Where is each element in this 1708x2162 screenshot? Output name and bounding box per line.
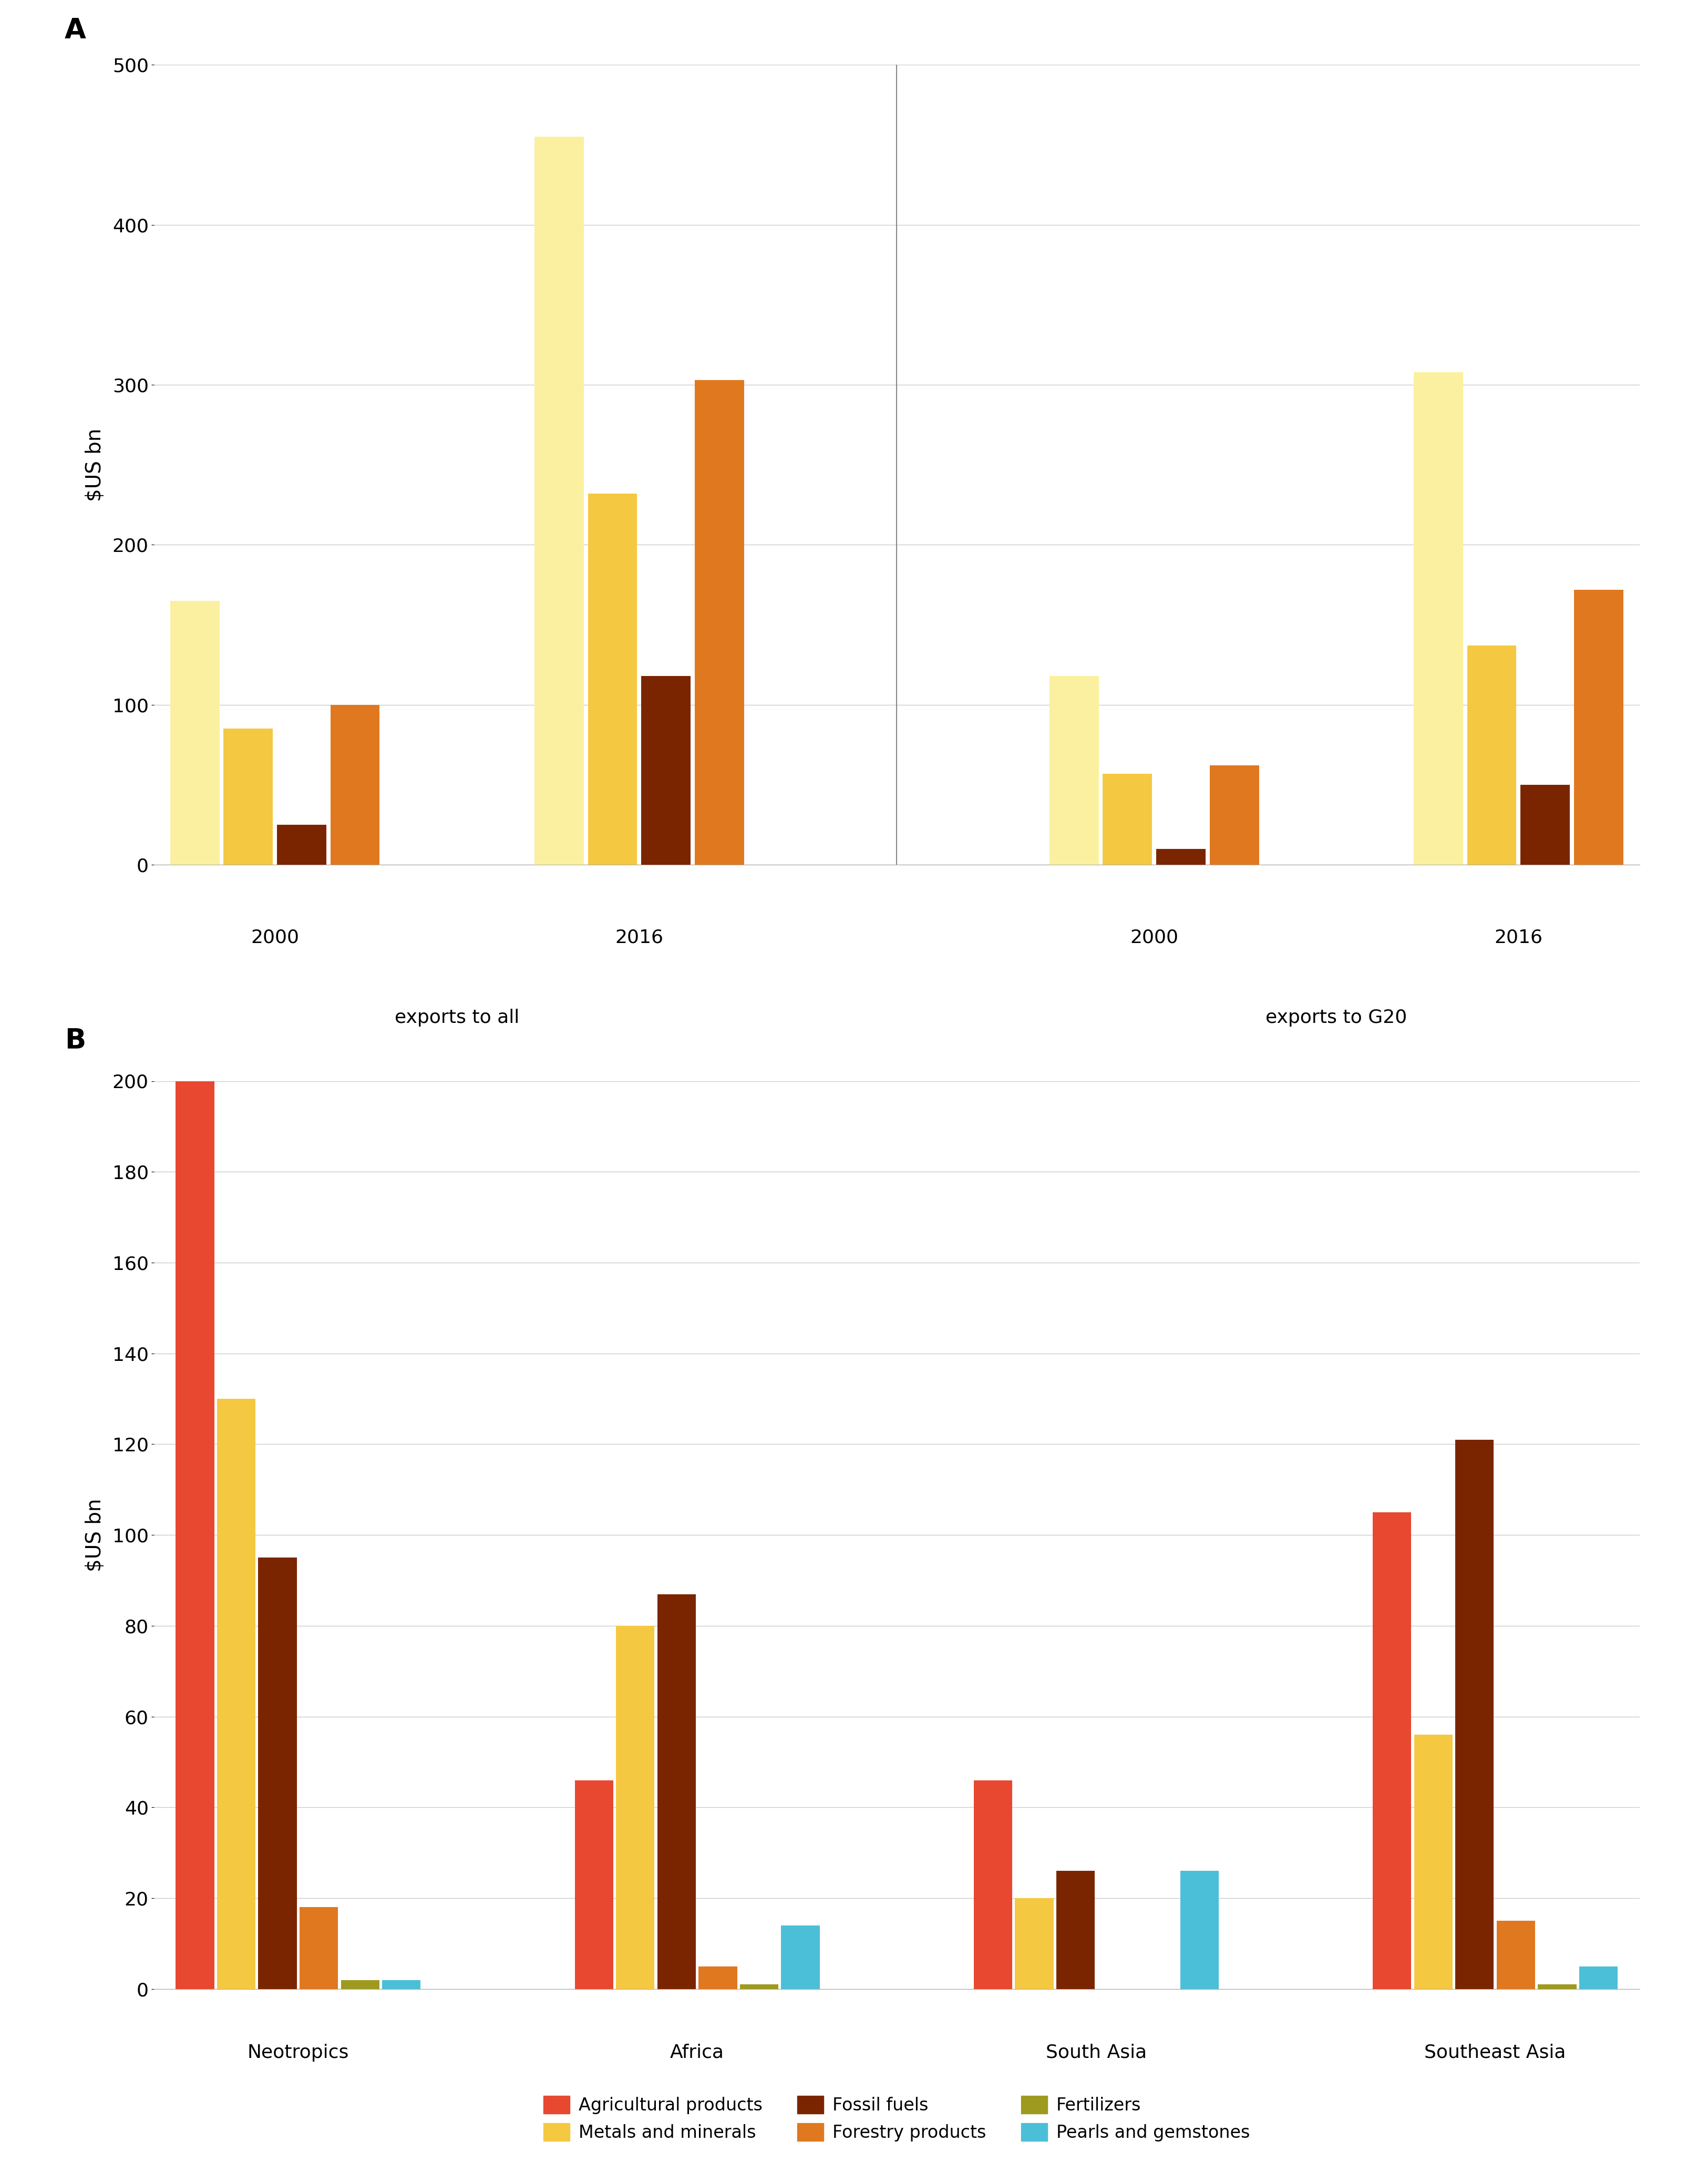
Bar (1537, 1985, 1576, 1989)
Bar (1049, 677, 1098, 865)
Text: Neotropics: Neotropics (248, 2043, 348, 2060)
Bar (1156, 850, 1206, 865)
Y-axis label: $US bn: $US bn (85, 1498, 104, 1572)
Text: A: A (65, 17, 85, 43)
Bar (1015, 1898, 1054, 1989)
Bar (1414, 1734, 1452, 1989)
Bar (1209, 765, 1259, 865)
Text: exports to all: exports to all (395, 1010, 519, 1027)
Bar (740, 1985, 779, 1989)
Legend: Neotropics, Africa, South Asia, Southeast Asia: Neotropics, Africa, South Asia, Southeas… (582, 1098, 1211, 1131)
Bar (588, 493, 637, 865)
Text: 2000: 2000 (1131, 930, 1179, 947)
Bar (695, 381, 745, 865)
Text: Africa: Africa (670, 2043, 724, 2060)
Text: 2000: 2000 (251, 930, 299, 947)
Bar (974, 1779, 1013, 1989)
Bar (383, 1980, 420, 1989)
Text: Southeast Asia: Southeast Asia (1424, 2043, 1566, 2060)
Bar (171, 601, 219, 865)
Bar (1520, 785, 1570, 865)
Bar (217, 1399, 256, 1989)
Bar (1180, 1870, 1218, 1989)
Bar (699, 1967, 738, 1989)
Bar (1103, 774, 1153, 865)
Bar (330, 705, 379, 865)
Bar (781, 1926, 820, 1989)
Bar (535, 136, 584, 865)
Bar (224, 729, 273, 865)
Bar (176, 1081, 214, 1989)
Bar (1455, 1440, 1494, 1989)
Y-axis label: $US bn: $US bn (85, 428, 106, 502)
Bar (342, 1980, 379, 1989)
Bar (1373, 1513, 1411, 1989)
Bar (1575, 590, 1623, 865)
Text: 2016: 2016 (615, 930, 663, 947)
Bar (658, 1593, 695, 1989)
Text: South Asia: South Asia (1045, 2043, 1146, 2060)
Text: B: B (65, 1027, 85, 1053)
Bar (258, 1557, 297, 1989)
Bar (1467, 646, 1517, 865)
Bar (617, 1626, 654, 1989)
Bar (1056, 1870, 1095, 1989)
Bar (277, 826, 326, 865)
Bar (1580, 1967, 1617, 1989)
Legend: Agricultural products, Metals and minerals, Fossil fuels, Forestry products, Fer: Agricultural products, Metals and minera… (536, 2088, 1257, 2149)
Bar (1496, 1920, 1535, 1989)
Bar (574, 1779, 613, 1989)
Text: 2016: 2016 (1494, 930, 1542, 947)
Bar (640, 677, 690, 865)
Bar (1414, 372, 1464, 865)
Text: exports to G20: exports to G20 (1266, 1010, 1407, 1027)
Bar (299, 1907, 338, 1989)
